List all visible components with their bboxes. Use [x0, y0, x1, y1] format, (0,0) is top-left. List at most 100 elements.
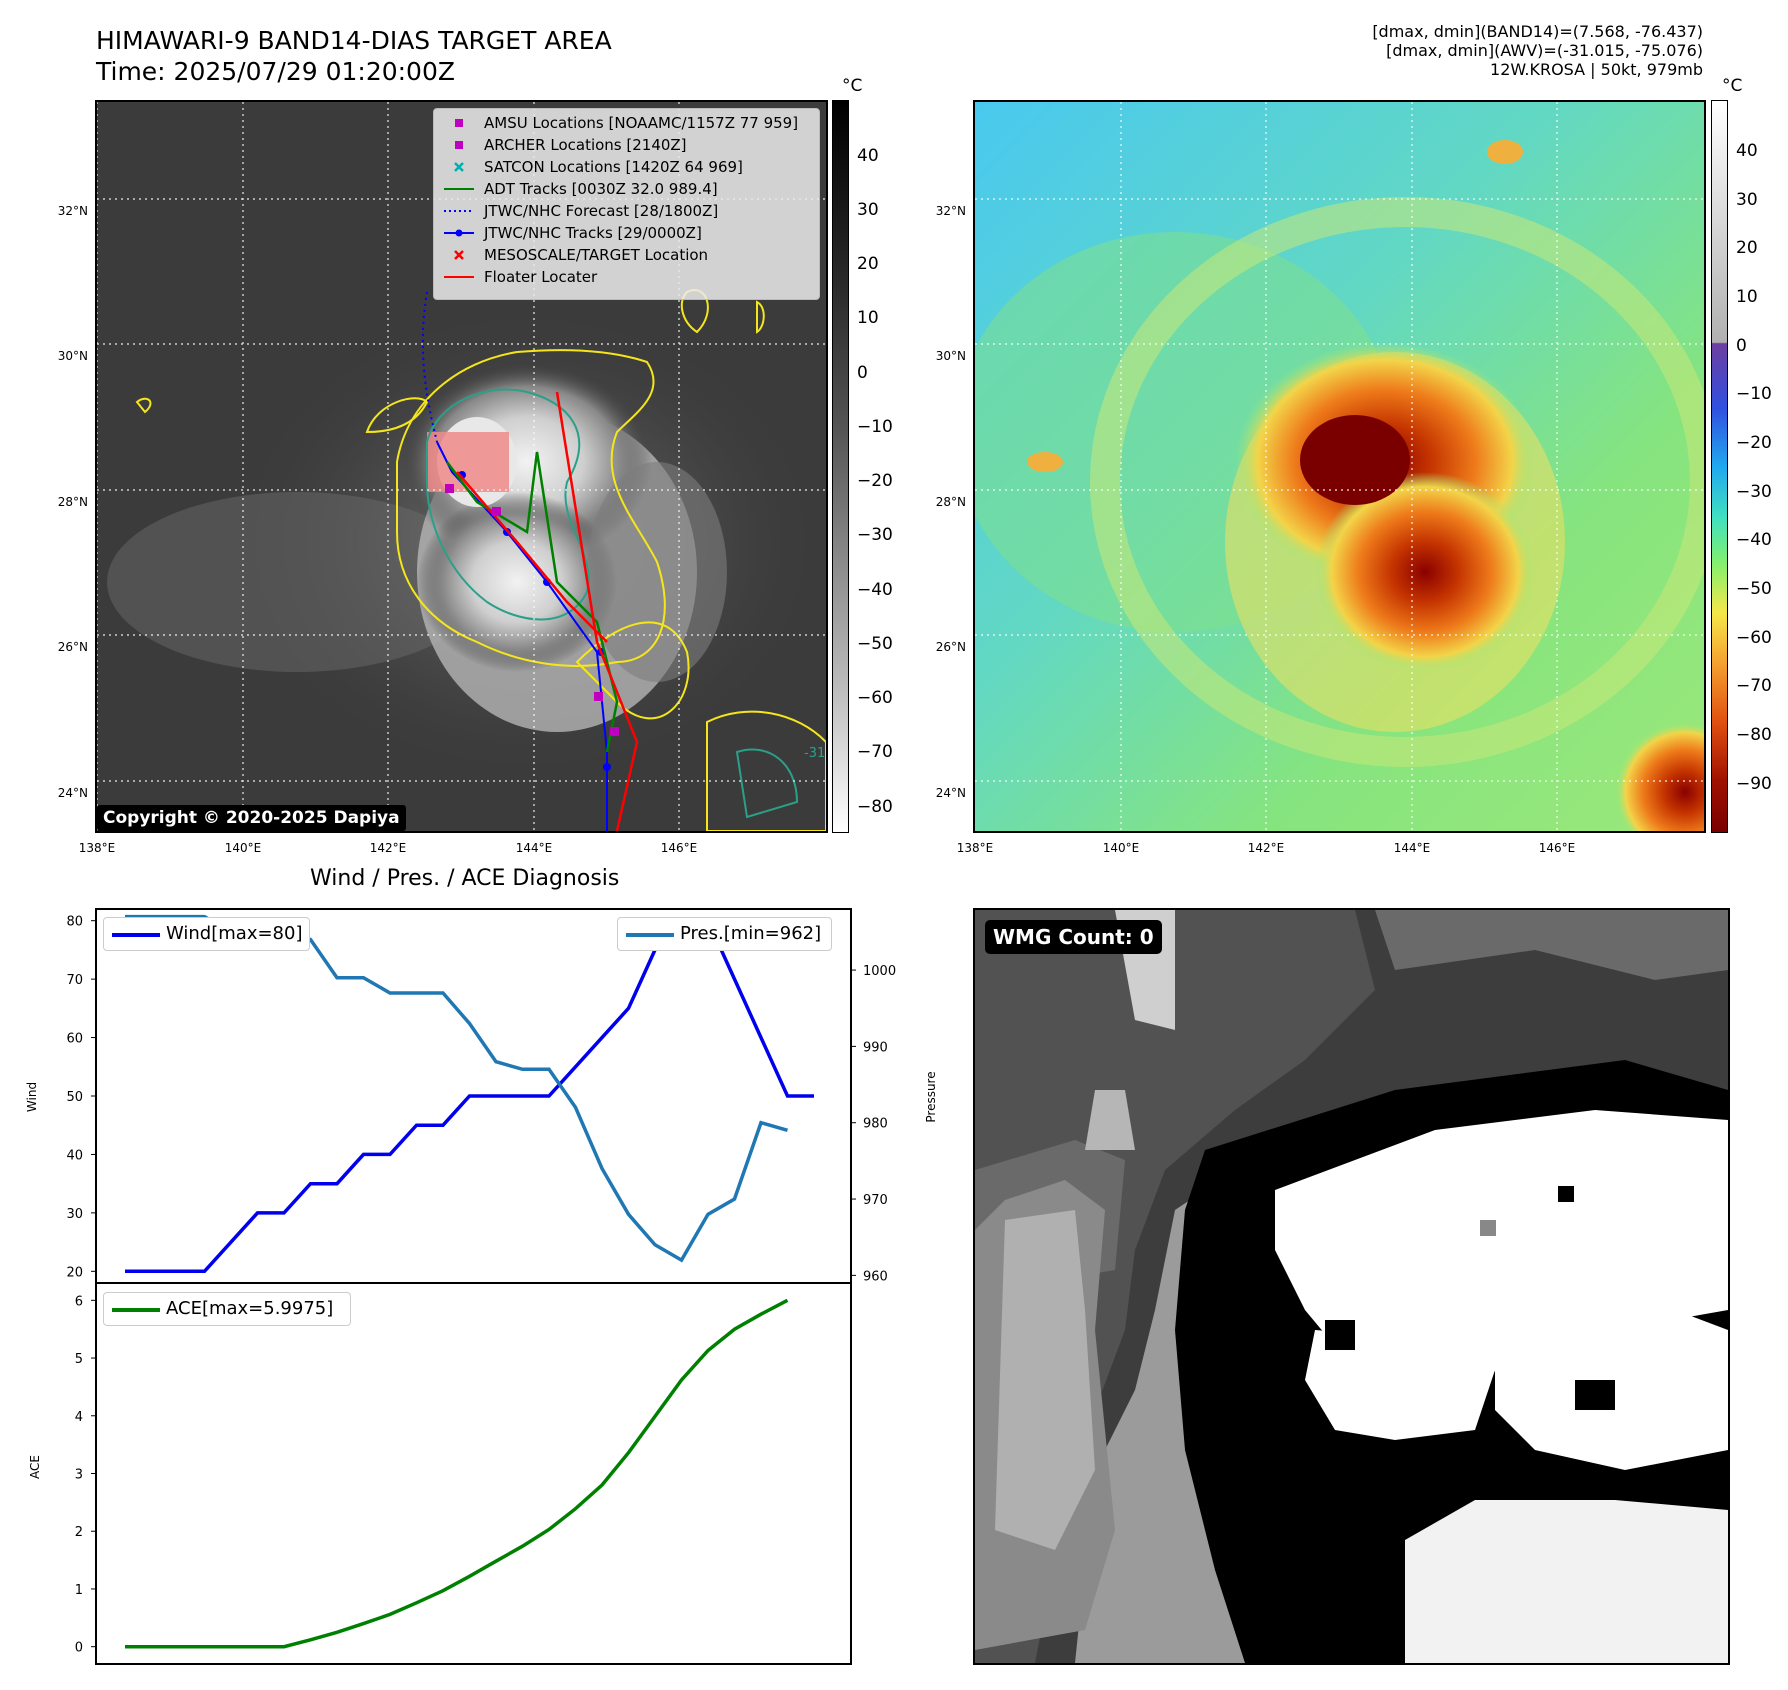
legend-item-adt: ADT Tracks [0030Z 32.0 989.4] — [434, 178, 819, 200]
title-line-1: HIMAWARI-9 BAND14-DIAS TARGET AREA — [96, 26, 612, 55]
lon-label: 146°E — [1538, 841, 1576, 855]
axis-tick-label: 990 — [863, 1040, 888, 1055]
legend-item-archer: ARCHER Locations [2140Z] — [434, 134, 819, 156]
pressure-axis-label: Pressure — [924, 1071, 938, 1123]
colorbar-tick: −50 — [1736, 579, 1772, 599]
red-line-icon — [444, 276, 474, 278]
pressure-axis-ticks: 1000 990 980 970 960 — [851, 964, 896, 1284]
diagnosis-title: Wind / Pres. / ACE Diagnosis — [310, 866, 620, 891]
colorbar-tick: −30 — [857, 525, 893, 545]
ace-series-line — [125, 1298, 789, 1649]
lon-label: 144°E — [515, 841, 553, 855]
colorbar-tick: −70 — [1736, 676, 1772, 696]
lat-label: 24°N — [57, 786, 88, 800]
colorbar-tick: 20 — [857, 254, 879, 274]
axis-tick-label: 6 — [75, 1294, 83, 1309]
axis-tick-label: 5 — [75, 1352, 83, 1367]
wind-legend-swatch — [112, 933, 160, 937]
target-box — [427, 432, 509, 492]
colorbar-tick: −60 — [857, 688, 893, 708]
wmg-imagery — [975, 910, 1728, 1663]
legend-label: JTWC/NHC Forecast [28/1800Z] — [484, 202, 719, 220]
ace-axis-ticks: 6 5 4 3 2 1 0 — [75, 1294, 96, 1656]
colorbar-tick: 20 — [1736, 238, 1758, 258]
diagnosis-plot: 80 70 60 50 40 30 20 1000 990 980 970 960 6 5 4 3 2 1 0 — [66, 908, 896, 1665]
legend-item-forecast: JTWC/NHC Forecast [28/1800Z] — [434, 200, 819, 222]
axis-tick-label: 970 — [863, 1193, 888, 1208]
colorbar-tick: −20 — [1736, 433, 1772, 453]
lat-label: 28°N — [935, 495, 966, 509]
colorbar-tick: 0 — [1736, 336, 1747, 356]
ace-legend-label: ACE[max=5.9975] — [166, 1298, 334, 1319]
axis-tick-label: 1000 — [863, 964, 896, 979]
lat-label: 28°N — [57, 495, 88, 509]
lat-label: 24°N — [935, 786, 966, 800]
legend-item-satcon: SATCON Locations [1420Z 64 969] — [434, 156, 819, 178]
legend-label: SATCON Locations [1420Z 64 969] — [484, 158, 743, 176]
colorbar-tick: 0 — [857, 363, 868, 383]
ace-legend: ACE[max=5.9975] — [103, 1292, 351, 1326]
axis-tick-label: 30 — [66, 1207, 83, 1222]
wind-legend: Wind[max=80] — [103, 917, 310, 951]
wind-axis-ticks: 80 70 60 50 40 30 20 — [66, 915, 96, 1280]
colorbar-tick: −80 — [1736, 725, 1772, 745]
axis-tick-label: 960 — [863, 1269, 888, 1284]
legend-label: ADT Tracks [0030Z 32.0 989.4] — [484, 180, 718, 198]
colorbar-tick: −40 — [1736, 530, 1772, 550]
legend-label: AMSU Locations [NOAAMC/1157Z 77 959] — [484, 114, 799, 132]
awv-imagery — [975, 102, 1704, 831]
awv-map[interactable] — [973, 100, 1706, 833]
lon-label: 140°E — [1102, 841, 1140, 855]
legend-item-tracks: JTWC/NHC Tracks [29/0000Z] — [434, 222, 819, 244]
colorbar-tick: 40 — [857, 146, 879, 166]
awv-range: [dmax, dmin](AWV)=(-31.015, -75.076) — [1386, 41, 1703, 60]
fix-markers — [445, 484, 619, 736]
lon-label: 140°E — [224, 841, 262, 855]
axis-tick-label: 0 — [75, 1641, 83, 1656]
blue-dotted-line-icon — [444, 210, 474, 212]
axis-tick-label: 20 — [66, 1265, 83, 1280]
ace-axes — [95, 1282, 852, 1665]
lon-label: 142°E — [1247, 841, 1285, 855]
pressure-legend: Pres.[min=962] — [617, 917, 832, 951]
magenta-square-icon — [455, 119, 463, 127]
colorbar-tick: 10 — [857, 308, 879, 328]
cyan-x-icon — [454, 162, 464, 172]
lon-label: 138°E — [956, 841, 994, 855]
pressure-legend-swatch — [626, 933, 674, 937]
axis-tick-label: 3 — [75, 1468, 83, 1483]
legend-label: Floater Locater — [484, 268, 598, 286]
title-line-2: Time: 2025/07/29 01:20:00Z — [96, 57, 455, 86]
axis-tick-label: 80 — [66, 915, 83, 930]
axis-tick-label: 2 — [75, 1525, 83, 1540]
band14-range: [dmax, dmin](BAND14)=(7.568, -76.437) — [1372, 22, 1703, 41]
lat-label: 30°N — [935, 349, 966, 363]
colorbar-tick: −40 — [857, 580, 893, 600]
awv-colorbar — [1711, 100, 1728, 833]
intensity-info: [dmax, dmin](BAND14)=(7.568, -76.437) [d… — [1103, 22, 1703, 79]
legend-item-floater: Floater Locater — [434, 266, 819, 288]
lon-label: 142°E — [369, 841, 407, 855]
colorbar-tick: −80 — [857, 797, 893, 817]
pressure-legend-label: Pres.[min=962] — [680, 923, 822, 944]
colorbar-tick: −60 — [1736, 628, 1772, 648]
legend-label: MESOSCALE/TARGET Location — [484, 246, 709, 264]
lat-label: 26°N — [935, 640, 966, 654]
lat-label: 32°N — [57, 204, 88, 218]
ir-colorbar — [832, 100, 849, 833]
figure-title: HIMAWARI-9 BAND14-DIAS TARGET AREA Time:… — [96, 25, 612, 87]
lon-label: 138°E — [78, 841, 116, 855]
colorbar-tick: 30 — [857, 200, 879, 220]
axis-tick-label: 50 — [66, 1090, 83, 1105]
colorbar-tick: −10 — [857, 417, 893, 437]
wmg-panel[interactable]: WMG Count: 0 — [973, 908, 1730, 1665]
red-x-icon — [454, 250, 464, 260]
green-line-icon — [444, 188, 474, 190]
axis-tick-label: 4 — [75, 1410, 83, 1425]
ir-satellite-map[interactable]: -31 AMSU Locations [NOAAMC/1157Z 77 959]… — [95, 100, 828, 833]
colorbar-tick: −20 — [857, 471, 893, 491]
awv-colorbar-unit: °C — [1722, 76, 1743, 96]
map-gridlines — [975, 102, 1704, 831]
legend-label: JTWC/NHC Tracks [29/0000Z] — [484, 224, 702, 242]
